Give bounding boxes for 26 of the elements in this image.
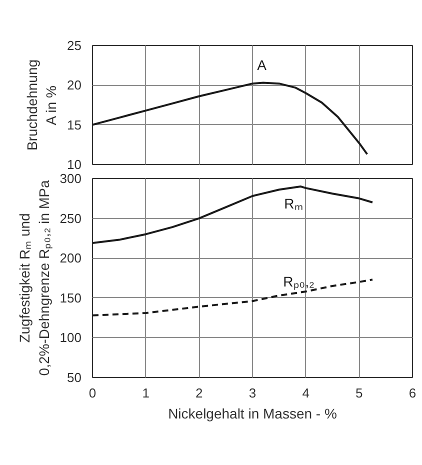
- x-axis-title: Nickelgehalt in Massen - %: [168, 406, 337, 422]
- line-series: [92, 82, 368, 156]
- series-label: Rₘ: [284, 196, 304, 212]
- line-series: [92, 278, 374, 316]
- y-tick-label: 25: [67, 38, 82, 53]
- series-label: A: [257, 56, 268, 73]
- x-tick-label: 4: [302, 386, 310, 400]
- y-tick-label: 20: [67, 78, 82, 93]
- y-axis-title: Zugfestigkeit Rₘ und 0,2%-Dehngrenze Rₚ₀,₂ in MPa: [16, 180, 53, 376]
- y-tick-label: 100: [60, 330, 82, 346]
- y-tick-label: 250: [60, 210, 82, 226]
- y-tick-label: 300: [60, 171, 82, 186]
- line-series: [92, 185, 374, 244]
- y-tick-label: 50: [67, 370, 82, 385]
- x-tick-label: 6: [408, 386, 416, 400]
- x-tick-label: 5: [356, 386, 363, 400]
- y-tick-label: 15: [67, 117, 82, 132]
- x-tick-label: 0: [88, 386, 96, 400]
- x-tick-label: 2: [196, 386, 203, 400]
- y-tick-label: 200: [60, 250, 82, 266]
- y-tick-label: 10: [67, 157, 82, 172]
- y-tick-label: 150: [60, 290, 82, 306]
- series-label: Rₚ₀,₂: [283, 274, 314, 291]
- x-tick-label: 3: [248, 386, 256, 400]
- x-tick-label: 1: [142, 386, 150, 400]
- y-axis-title: Bruchdehnung A in %: [24, 59, 60, 151]
